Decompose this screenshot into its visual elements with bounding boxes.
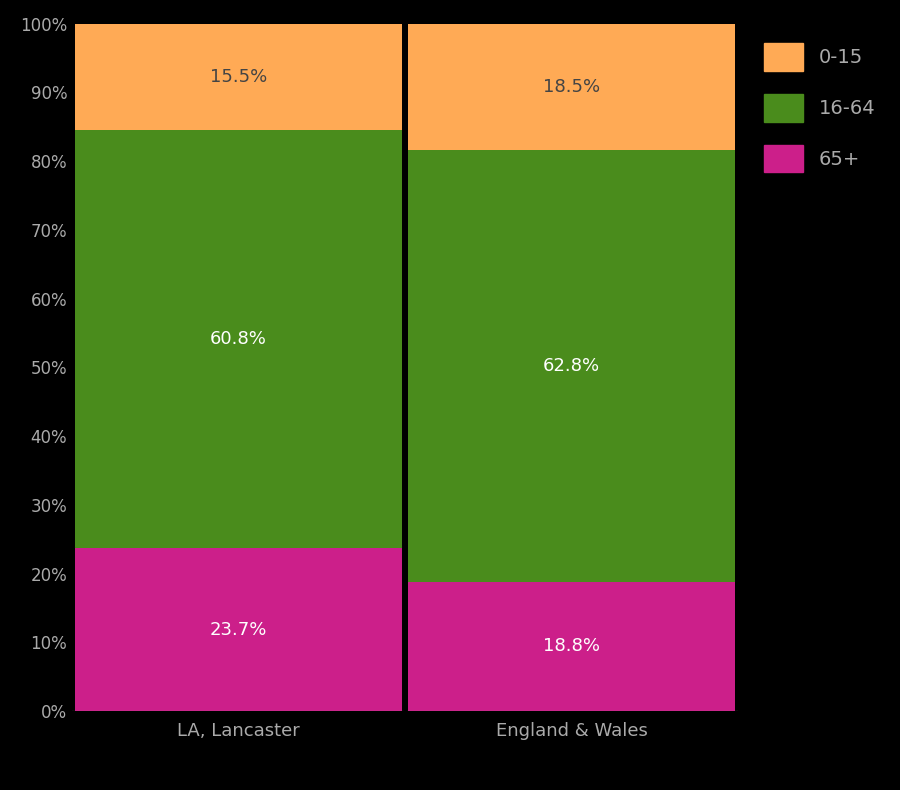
Bar: [76, 548, 401, 711]
Bar: [76, 130, 401, 548]
Bar: [409, 150, 734, 581]
Bar: [409, 23, 734, 150]
Bar: [409, 581, 734, 711]
Text: 62.8%: 62.8%: [543, 357, 600, 375]
Bar: [76, 24, 401, 130]
Text: 18.8%: 18.8%: [543, 638, 600, 656]
Text: 18.5%: 18.5%: [543, 77, 600, 96]
Text: 23.7%: 23.7%: [210, 621, 267, 638]
Text: 60.8%: 60.8%: [210, 330, 267, 348]
Legend: 0-15, 16-64, 65+: 0-15, 16-64, 65+: [754, 33, 885, 182]
Text: 15.5%: 15.5%: [210, 68, 267, 86]
